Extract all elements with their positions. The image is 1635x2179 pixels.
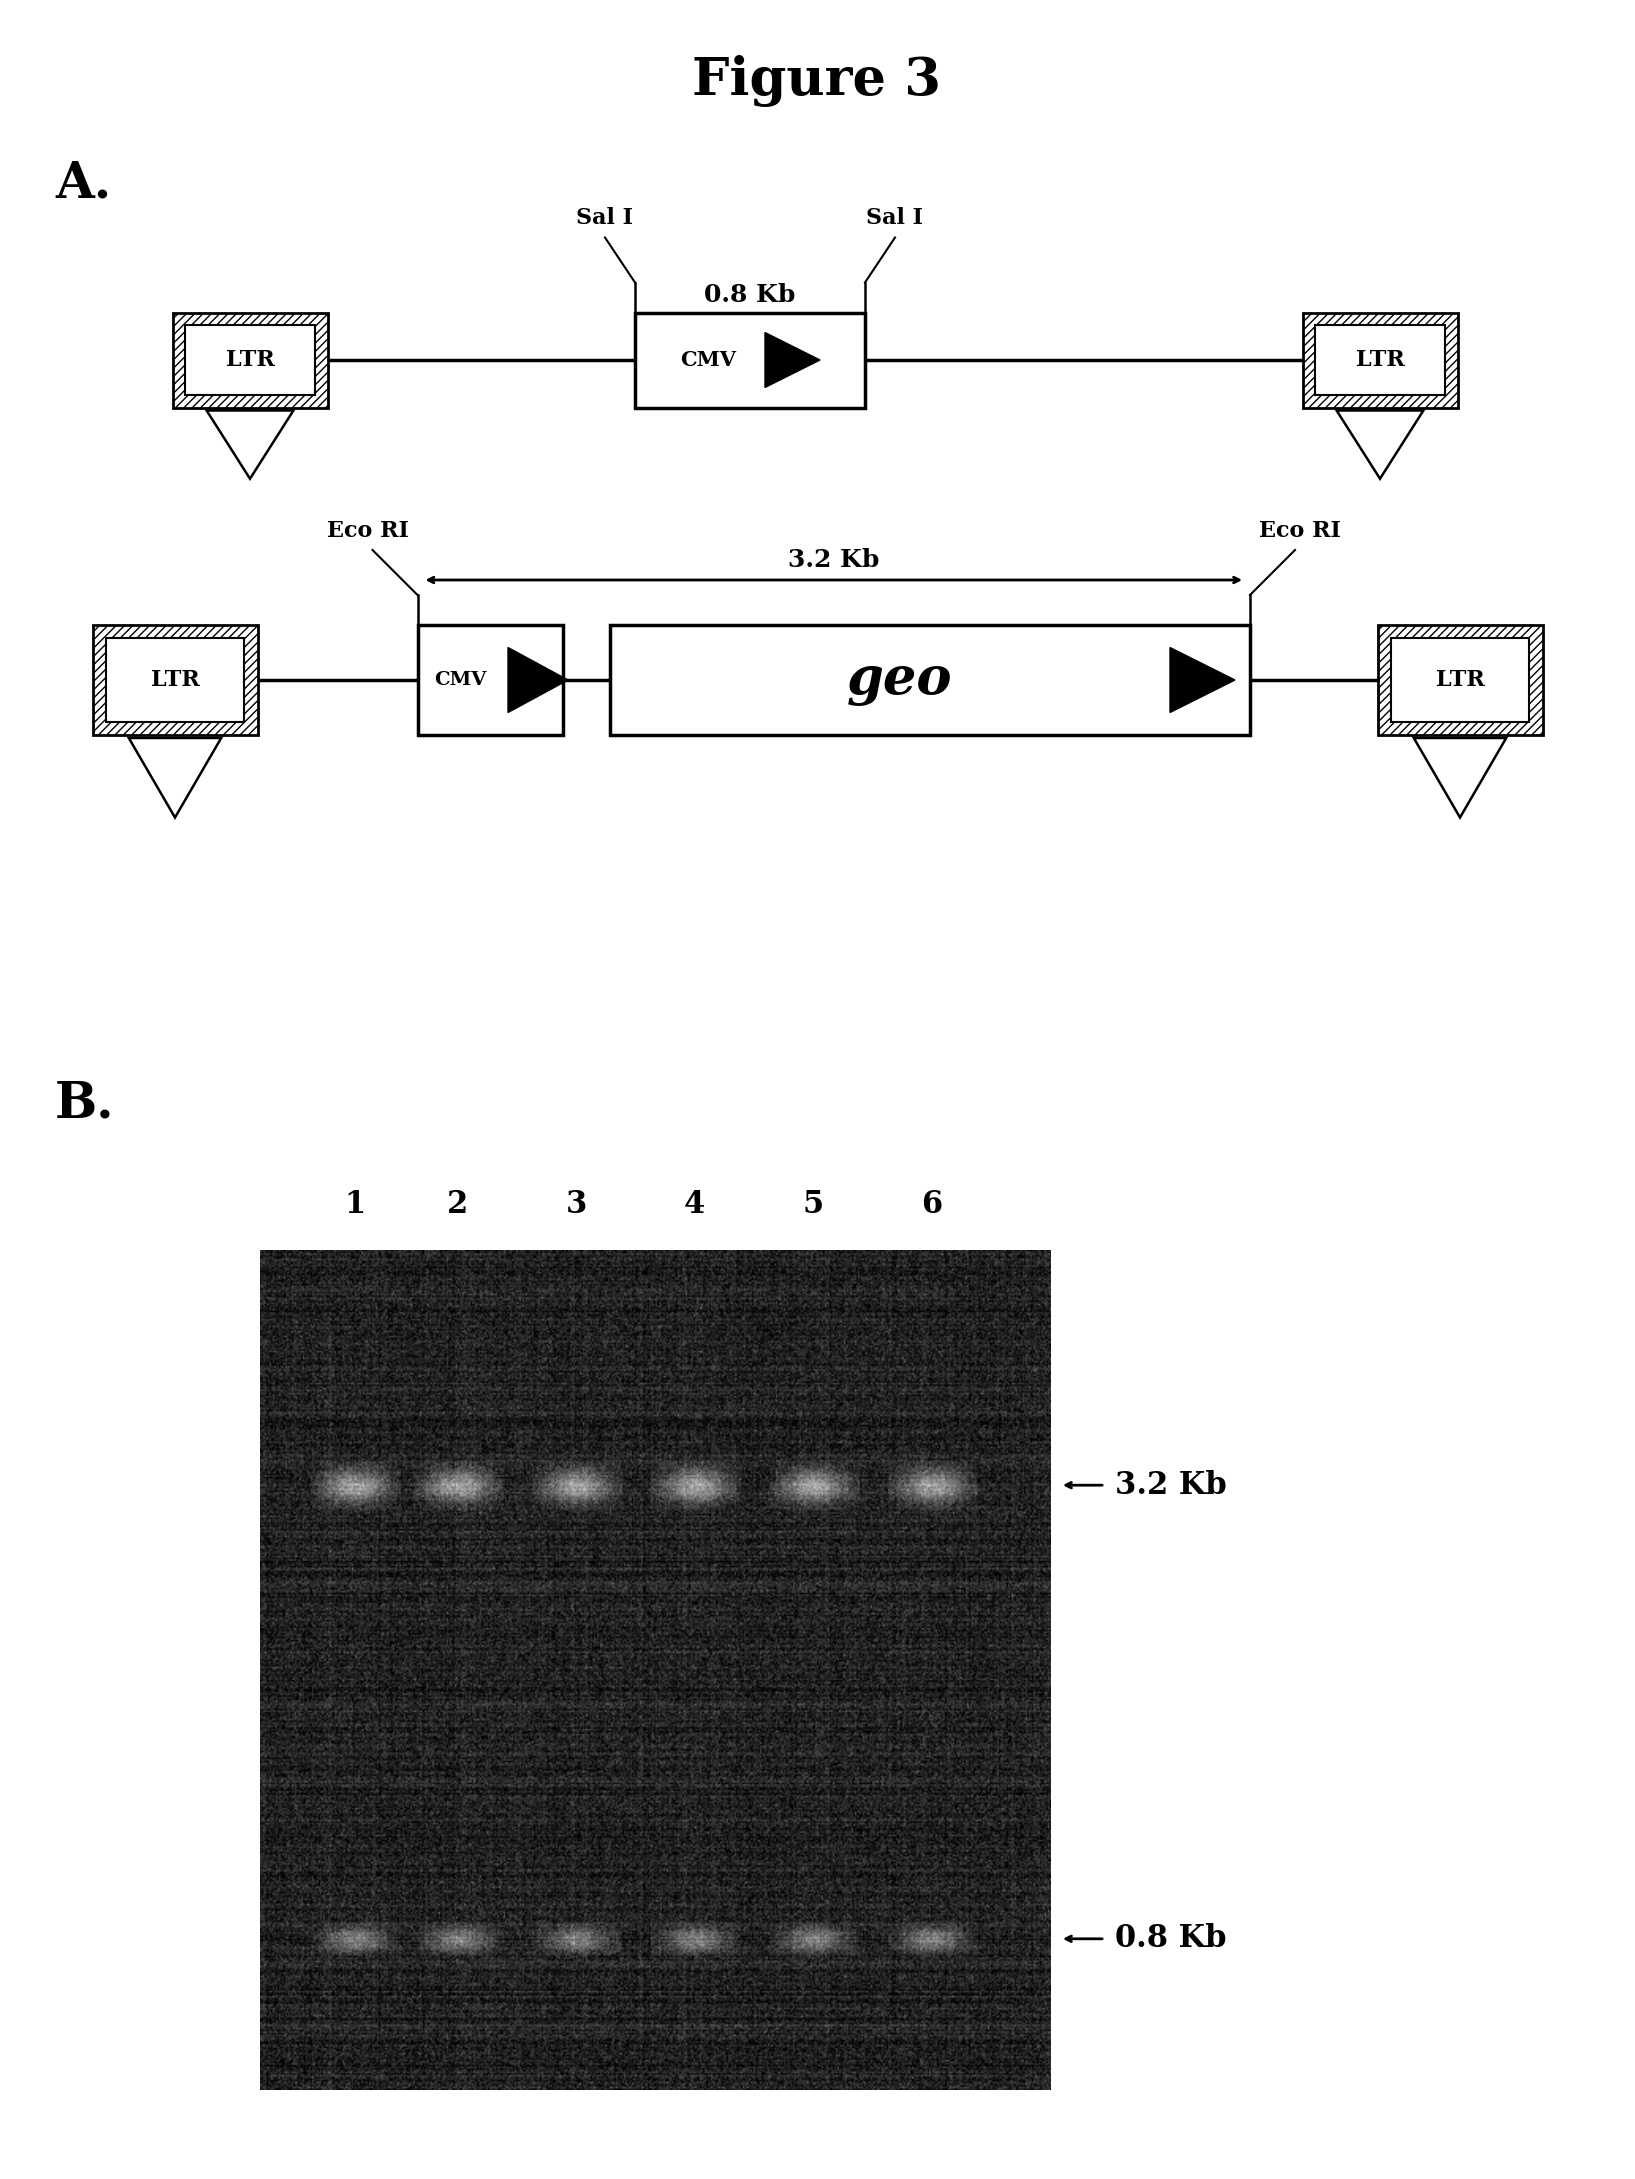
Text: 5: 5 [803, 1190, 824, 1220]
Polygon shape [765, 333, 821, 388]
Text: 0.8 Kb: 0.8 Kb [1115, 1924, 1226, 1955]
Text: LTR: LTR [1436, 669, 1485, 691]
Text: LTR: LTR [150, 669, 199, 691]
Text: 4: 4 [683, 1190, 705, 1220]
Bar [185, 325, 316, 394]
Text: B.: B. [56, 1081, 114, 1129]
Polygon shape [1336, 410, 1424, 479]
Text: LTR: LTR [226, 349, 275, 370]
Polygon shape [129, 739, 221, 817]
Text: 2: 2 [446, 1190, 468, 1220]
Bar [93, 625, 257, 734]
Bar [634, 312, 865, 407]
Polygon shape [206, 410, 293, 479]
Text: LTR: LTR [1355, 349, 1404, 370]
Text: 1: 1 [345, 1190, 365, 1220]
Bar [1315, 325, 1445, 394]
Text: 3: 3 [566, 1190, 587, 1220]
Text: Eco RI: Eco RI [327, 521, 409, 543]
Bar [417, 625, 562, 734]
Text: Eco RI: Eco RI [1259, 521, 1341, 543]
Text: Figure 3: Figure 3 [693, 54, 942, 107]
Bar [173, 312, 327, 407]
Bar [1303, 312, 1457, 407]
Text: 6: 6 [921, 1190, 942, 1220]
Text: 0.8 Kb: 0.8 Kb [705, 283, 796, 307]
Text: CMV: CMV [433, 671, 486, 689]
Bar [1378, 625, 1542, 734]
Text: CMV: CMV [680, 351, 736, 370]
Bar [106, 638, 244, 721]
Bar [1391, 638, 1529, 721]
Text: Sal I: Sal I [867, 207, 924, 229]
Text: 3.2 Kb: 3.2 Kb [788, 547, 880, 573]
Text: 3.2 Kb: 3.2 Kb [1115, 1469, 1226, 1501]
Polygon shape [508, 647, 567, 713]
Text: Sal I: Sal I [577, 207, 633, 229]
Text: geo: geo [847, 654, 953, 706]
Polygon shape [1414, 739, 1506, 817]
Text: A.: A. [56, 159, 111, 209]
Bar [610, 625, 1251, 734]
Polygon shape [1171, 647, 1234, 713]
